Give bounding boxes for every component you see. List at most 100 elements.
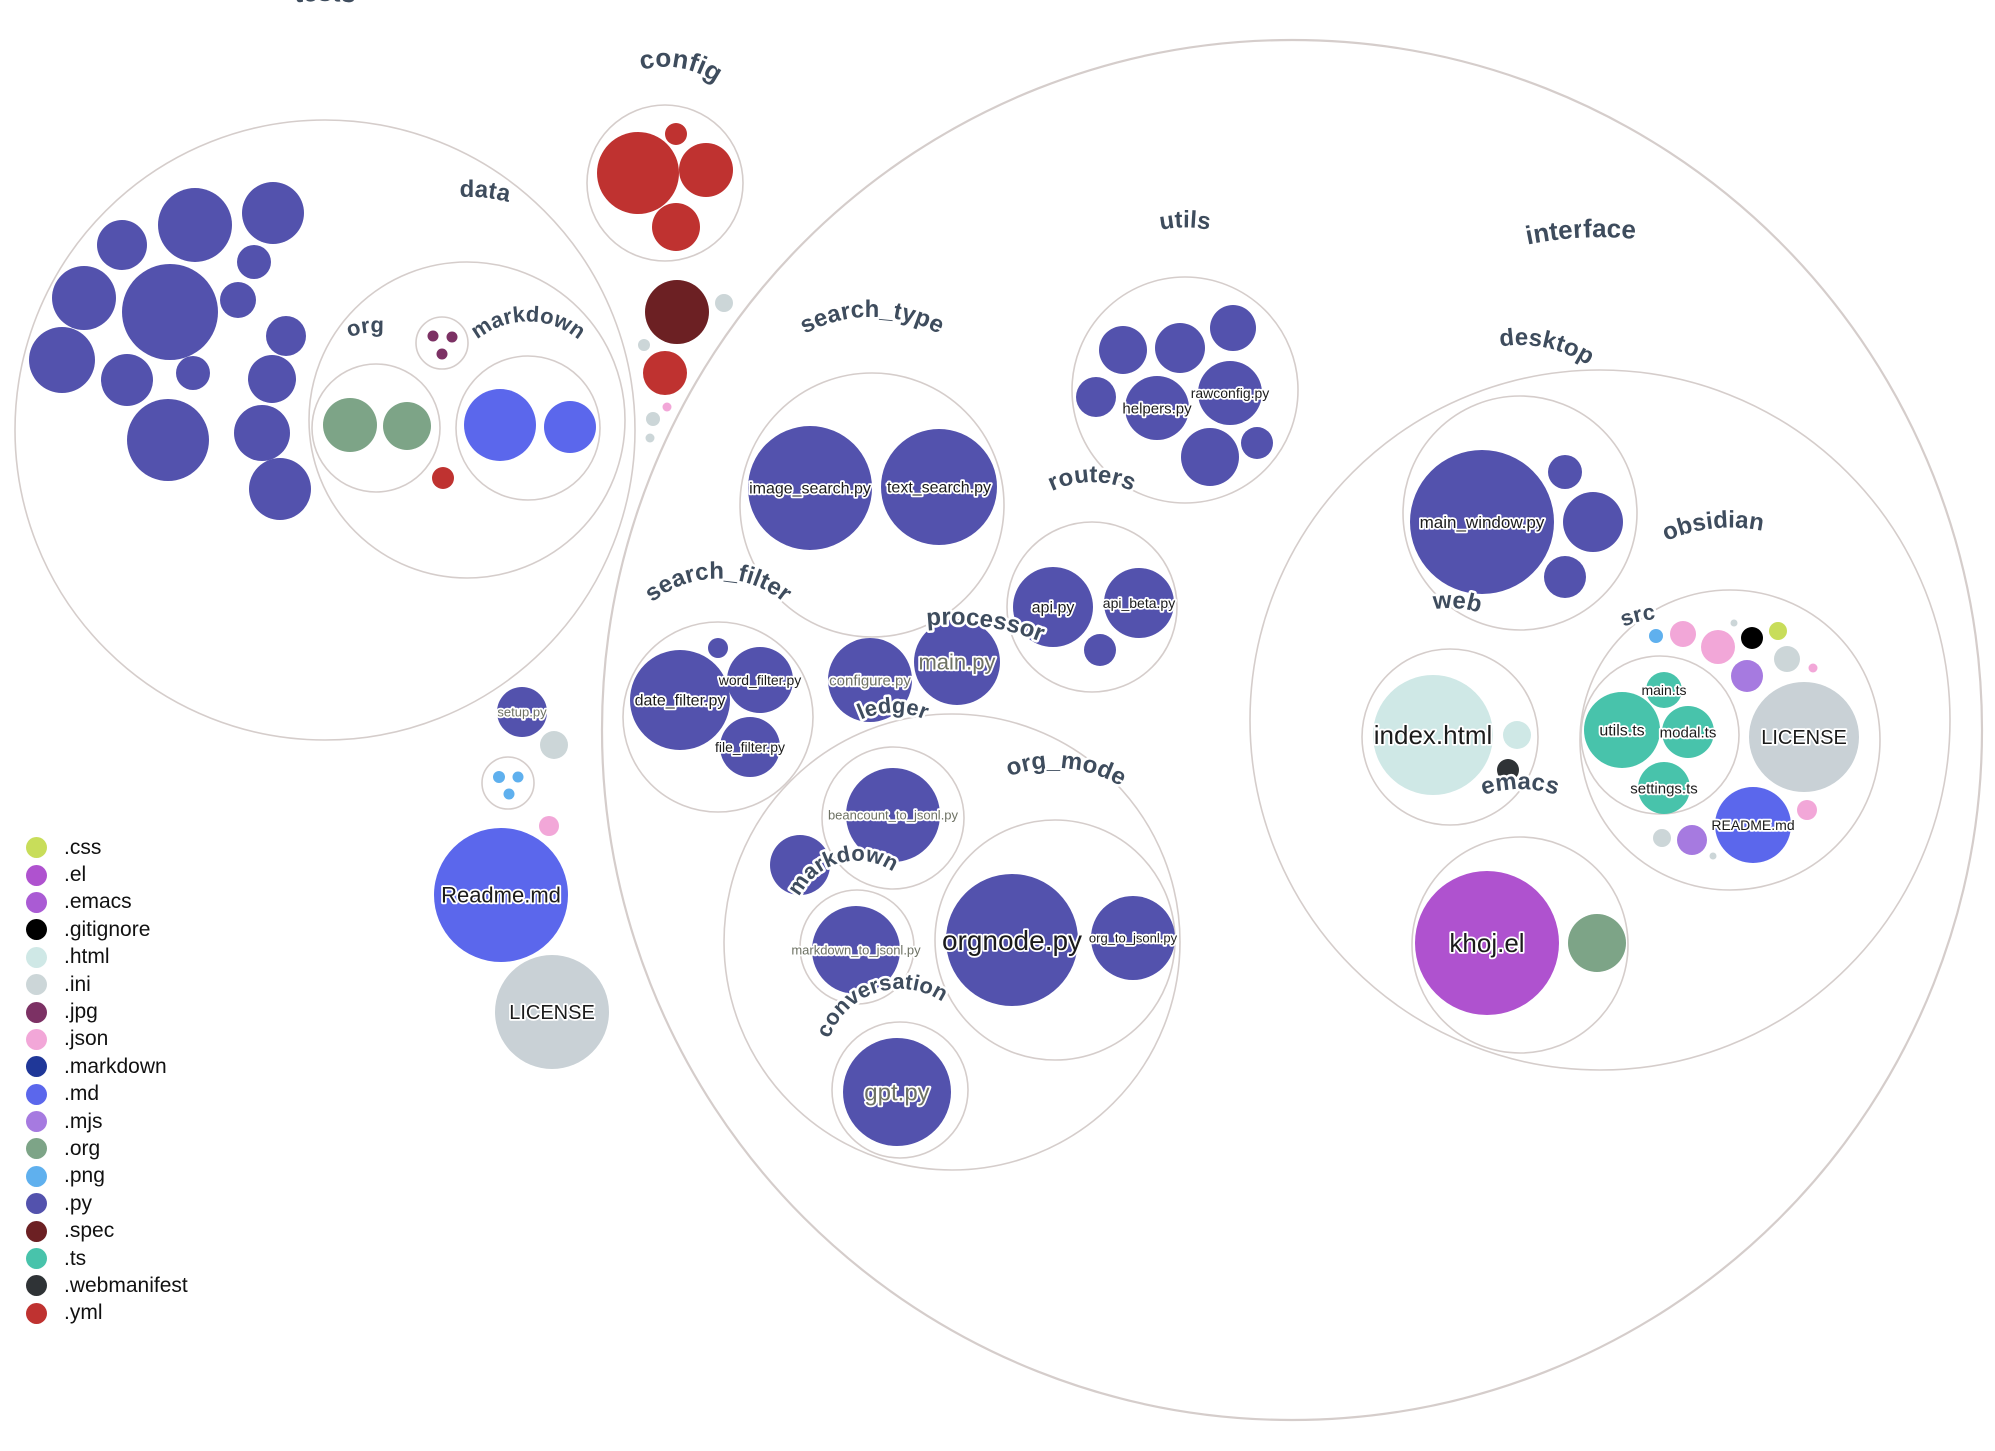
- file-circle-png: [512, 771, 524, 783]
- file-circle-word_filter.py: [727, 647, 793, 713]
- legend-swatch-png: [26, 1165, 47, 1187]
- file-circle-markdown_to_jsonl.py: [812, 906, 900, 994]
- folder-circle-obsidian: [1579, 589, 1881, 891]
- folder-label-emacs: emacs: [1478, 768, 1563, 801]
- file-circle-py: [1084, 634, 1116, 666]
- folder-circle-src: [600, 38, 1984, 1422]
- legend-item-ts: .ts: [26, 1245, 188, 1272]
- file-label-org_to_jsonl.py: org_to_jsonl.py: [1089, 931, 1178, 946]
- file-circle-utils.ts: [1584, 692, 1660, 768]
- file-circle-beancount_to_jsonl.py: [846, 768, 940, 862]
- legend-label-py: .py: [64, 1191, 93, 1215]
- folder-circle-conversation: [831, 1021, 969, 1159]
- file-circle-py: [266, 316, 306, 356]
- file-circle-gpt.py: [843, 1038, 951, 1146]
- legend-item-yml: .yml: [26, 1300, 188, 1327]
- legend-label-html: .html: [64, 945, 110, 969]
- legend-swatch-mjs: [26, 1111, 47, 1133]
- legend-label-markdown: .markdown: [64, 1054, 167, 1078]
- file-circle-py: [1241, 427, 1273, 459]
- folder-label-routers: routers: [1044, 461, 1140, 497]
- file-circle-Readme.md: [434, 828, 568, 962]
- legend-swatch-ts: [26, 1248, 47, 1270]
- legend-label-ts: .ts: [64, 1246, 87, 1270]
- file-circle-yml: [597, 132, 679, 214]
- file-circle-py: [242, 182, 304, 244]
- file-circle-png: [503, 788, 515, 800]
- file-label-utils.ts: utils.ts: [1599, 723, 1644, 740]
- file-circle-ini: [646, 412, 660, 426]
- file-circle-json: [539, 816, 559, 836]
- file-label-date_filter.py: date_filter.py: [635, 693, 726, 710]
- file-circle-py: [97, 220, 147, 270]
- folder-label-data: data: [460, 176, 514, 208]
- file-circle-py: [158, 188, 232, 262]
- file-label-api.py: api.py: [1032, 600, 1075, 617]
- file-circles-layer: [29, 123, 1859, 1146]
- file-label-beancount_to_jsonl.py: beancount_to_jsonl.py: [828, 808, 959, 823]
- folder-label-interface: interface: [1523, 213, 1637, 250]
- file-circle-py: [1181, 428, 1239, 486]
- folder-circle-unnamed: [415, 316, 469, 370]
- file-circle-ini: [638, 339, 650, 351]
- legend-swatch-webmanifest: [26, 1275, 47, 1297]
- file-circle-yml: [679, 143, 733, 197]
- folder-label-config: config: [637, 43, 728, 88]
- file-circle-main.py: [914, 619, 1000, 705]
- file-circle-yml: [652, 203, 700, 251]
- file-circle-py: [127, 399, 209, 481]
- file-circle-py: [1563, 492, 1623, 552]
- legend-label-json: .json: [64, 1027, 109, 1051]
- legend-label-jpg: .jpg: [64, 1000, 98, 1024]
- legend-swatch-org: [26, 1138, 47, 1160]
- file-circle-json: [1797, 800, 1817, 820]
- folder-label-search_filter: search_filter: [640, 558, 797, 608]
- file-label-settings.ts: settings.ts: [1630, 780, 1698, 797]
- file-circle-index.html: [1373, 675, 1493, 795]
- folder-circle-src: [1580, 655, 1740, 815]
- file-circle-modal.ts: [1662, 706, 1714, 758]
- extension-legend: .css .el .emacs .gitignore .html .ini .jpg .jso…: [26, 834, 188, 1327]
- file-label-LICENSE: LICENSE: [509, 1002, 595, 1024]
- folder-label-ledger: ledger: [853, 693, 932, 725]
- legend-swatch-ini: [26, 974, 47, 996]
- legend-item-markdown: .markdown: [26, 1053, 188, 1080]
- file-circle-json: [1808, 663, 1818, 673]
- file-circle-main_window.py: [1410, 450, 1554, 594]
- legend-item-spec: .spec: [26, 1217, 188, 1244]
- file-label-rawconfig.py: rawconfig.py: [1191, 385, 1270, 401]
- legend-swatch-json: [26, 1028, 47, 1050]
- folder-circle-unnamed: [481, 756, 535, 810]
- file-circle-py: [770, 835, 830, 895]
- file-label-LICENSE: LICENSE: [1761, 727, 1847, 749]
- file-circle-py: [1099, 326, 1147, 374]
- file-circle-py: [29, 327, 95, 393]
- legend-swatch-yml: [26, 1302, 47, 1324]
- file-circle-setup.py: [497, 687, 547, 737]
- legend-swatch-el: [26, 864, 47, 886]
- legend-swatch-css: [26, 837, 47, 859]
- legend-item-css: .css: [26, 834, 188, 861]
- file-label-README.md: README.md: [1711, 817, 1794, 833]
- file-circle-json: [1670, 621, 1696, 647]
- file-circle-org: [1568, 914, 1626, 972]
- file-circle-api_beta.py: [1104, 568, 1174, 638]
- file-label-khoj.el: khoj.el: [1449, 928, 1524, 958]
- file-circle-json: [662, 402, 672, 412]
- legend-swatch-py: [26, 1193, 47, 1215]
- file-circle-yml: [665, 123, 687, 145]
- folder-circle-data: [308, 261, 626, 579]
- file-circle-yml: [432, 467, 454, 489]
- file-circle-helpers.py: [1125, 376, 1189, 440]
- file-circle-py: [176, 356, 210, 390]
- folder-circle-emacs: [1411, 836, 1629, 1054]
- file-label-Readme.md: Readme.md: [441, 883, 561, 908]
- legend-item-png: .png: [26, 1163, 188, 1190]
- file-circle-LICENSE: [1749, 682, 1859, 792]
- file-circle-jpg: [427, 330, 439, 342]
- file-label-markdown_to_jsonl.py: markdown_to_jsonl.py: [791, 943, 921, 958]
- file-circle-api.py: [1013, 567, 1093, 647]
- file-circle-py: [708, 638, 728, 658]
